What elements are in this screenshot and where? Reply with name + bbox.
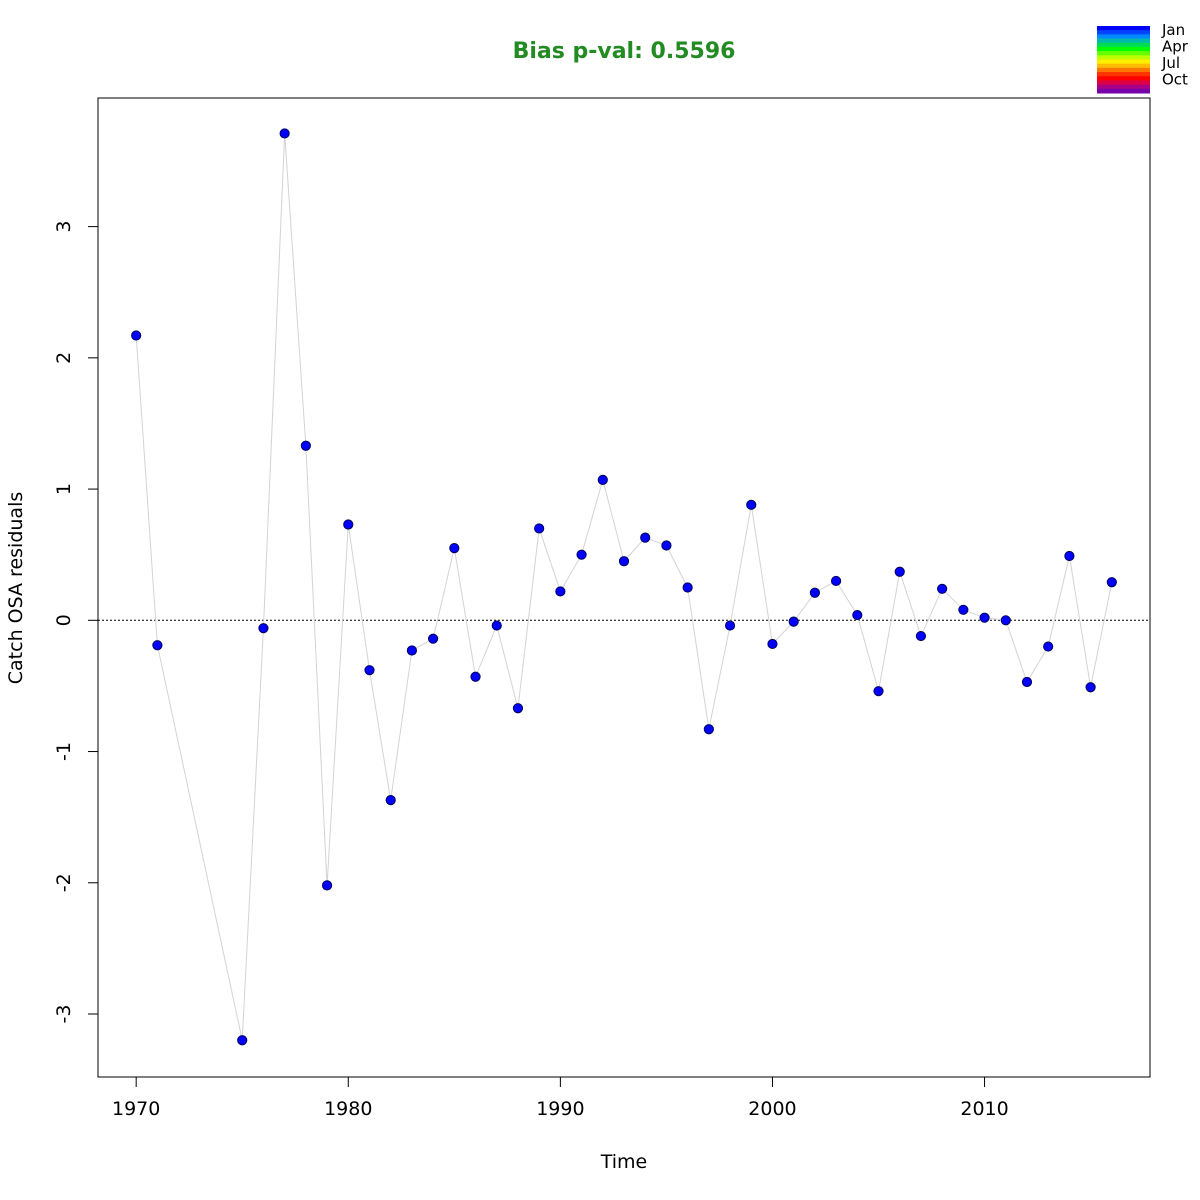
- x-tick-label: 2000: [748, 1098, 796, 1120]
- data-point: [724, 620, 736, 631]
- legend-color-band: [1097, 51, 1150, 56]
- y-tick-label: 0: [53, 614, 75, 626]
- data-point: [746, 499, 757, 510]
- data-point: [1064, 550, 1075, 562]
- data-point: [428, 633, 439, 644]
- data-point: [406, 645, 418, 656]
- data-point: [640, 532, 651, 543]
- legend-label: Jan: [1161, 21, 1185, 39]
- y-tick-label: -2: [53, 873, 75, 892]
- data-point: [131, 330, 142, 341]
- y-tick-label: -3: [53, 1005, 75, 1024]
- data-point: [576, 549, 587, 560]
- legend-label: Oct: [1162, 71, 1188, 89]
- data-point: [364, 665, 375, 676]
- legend-color-band: [1097, 34, 1150, 40]
- data-point: [682, 582, 693, 593]
- legend-label: Jul: [1161, 54, 1180, 72]
- data-point: [661, 540, 672, 551]
- data-point: [470, 671, 481, 682]
- data-point: [958, 604, 969, 615]
- data-point: [703, 724, 714, 735]
- data-point: [385, 794, 396, 806]
- data-point: [1106, 577, 1117, 588]
- x-tick-label: 1970: [112, 1098, 160, 1120]
- x-tick-label: 1980: [324, 1098, 372, 1120]
- data-point: [1021, 676, 1033, 688]
- data-point: [258, 623, 269, 634]
- data-point: [321, 880, 333, 891]
- legend-color-band: [1097, 67, 1150, 73]
- data-point: [852, 609, 863, 621]
- data-point: [915, 630, 927, 642]
- data-point: [279, 128, 290, 139]
- data-point: [830, 575, 842, 587]
- data-point: [512, 703, 524, 714]
- x-axis-title: Time: [600, 1151, 648, 1173]
- legend-color-band: [1097, 76, 1150, 81]
- data-point: [788, 616, 799, 627]
- plot-frame: [97, 97, 1151, 1078]
- data-point: [894, 566, 905, 577]
- x-tick-label: 1990: [536, 1098, 584, 1120]
- legend-color-band: [1097, 63, 1150, 69]
- data-point: [809, 587, 820, 598]
- data-point: [1043, 641, 1054, 652]
- data-point: [152, 640, 163, 651]
- legend-color-band: [1097, 30, 1150, 35]
- data-point: [1085, 682, 1096, 693]
- data-point: [618, 556, 630, 567]
- legend-color-band: [1097, 46, 1150, 52]
- legend-color-band: [1097, 38, 1150, 44]
- y-axis: -3 -2 -1 0 1 2 3: [53, 221, 99, 1024]
- y-tick-label: 1: [53, 483, 75, 495]
- data-point: [873, 686, 884, 697]
- data-point: [767, 638, 778, 650]
- data-point: [1000, 615, 1011, 626]
- legend-label: Apr: [1162, 38, 1189, 56]
- x-axis: 1970 1980 1990 2000 2010: [112, 1076, 1009, 1120]
- data-point: [343, 519, 354, 530]
- residual-connector-line: [135, 133, 1113, 1041]
- data-point: [979, 612, 990, 623]
- data-point: [491, 620, 502, 631]
- y-axis-title: Catch OSA residuals: [5, 492, 27, 684]
- data-point: [937, 583, 948, 594]
- y-tick-label: 2: [53, 352, 75, 364]
- legend-color-band: [1097, 55, 1150, 60]
- legend-color-band: [1097, 84, 1150, 90]
- chart-title: Bias p-val: 0.5596: [513, 39, 736, 64]
- legend-color-band: [1097, 80, 1150, 86]
- data-point: [597, 474, 608, 485]
- data-point: [534, 523, 545, 534]
- data-point: [237, 1035, 248, 1046]
- data-point: [555, 586, 566, 597]
- legend-color-band: [1097, 59, 1150, 65]
- legend-color-band: [1097, 88, 1150, 94]
- data-point: [300, 440, 311, 451]
- legend-color-band: [1097, 72, 1150, 77]
- x-tick-label: 2010: [960, 1098, 1008, 1120]
- residual-points: [131, 128, 1117, 1046]
- legend-color-band: [1097, 42, 1150, 48]
- y-tick-label: 3: [53, 221, 75, 233]
- y-tick-label: -1: [53, 742, 75, 761]
- legend-color-band: [1097, 26, 1150, 31]
- data-point: [449, 543, 460, 554]
